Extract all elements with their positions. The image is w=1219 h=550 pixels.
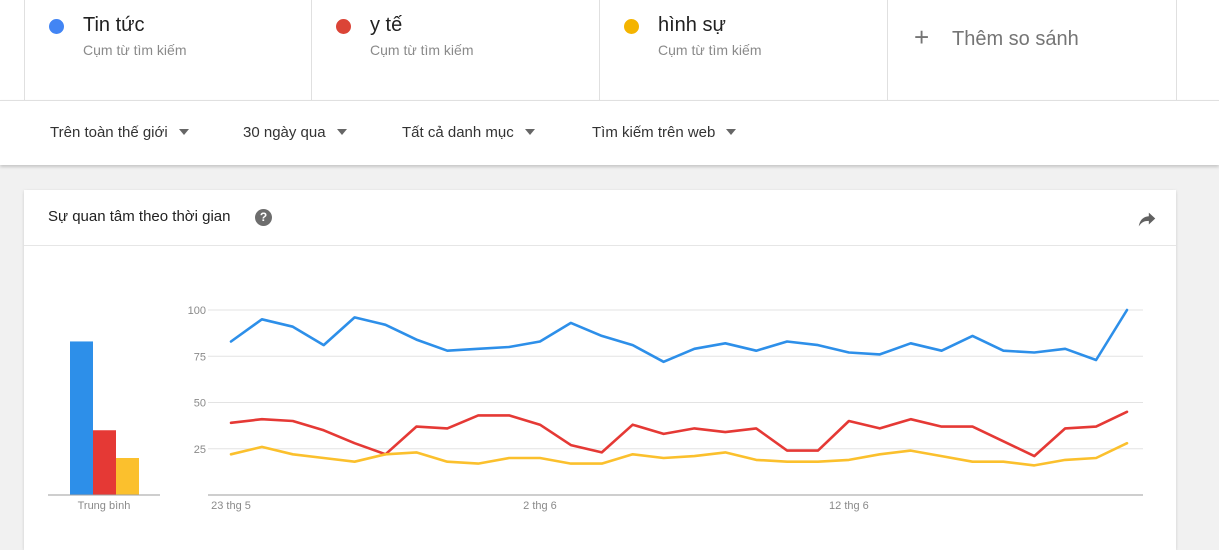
card-title: Sự quan tâm theo thời gian — [48, 208, 231, 225]
chevron-down-icon — [726, 129, 737, 136]
y-tick-label: 50 — [194, 398, 206, 410]
time-range-label: 30 ngày qua — [243, 124, 326, 141]
average-bar — [70, 341, 93, 495]
chevron-down-icon — [336, 129, 347, 136]
term-card-tin-tuc[interactable]: Tin tức Cụm từ tìm kiếm — [24, 0, 312, 100]
share-icon[interactable] — [1136, 208, 1158, 230]
y-tick-label: 75 — [194, 351, 206, 363]
interest-over-time-card: Sự quan tâm theo thời gian ? 25 50 75 100 23… — [24, 190, 1176, 550]
x-tick-label: 2 thg 6 — [523, 500, 557, 512]
plus-icon: + — [914, 22, 930, 52]
time-range-dropdown[interactable]: 30 ngày qua — [243, 124, 347, 141]
add-comparison-button[interactable]: + Thêm so sánh — [887, 0, 1177, 100]
average-bar — [93, 430, 116, 495]
term-color-dot-icon — [49, 19, 64, 34]
term-card-y-te[interactable]: y tế Cụm từ tìm kiếm — [311, 0, 600, 100]
term-type: Cụm từ tìm kiếm — [370, 42, 474, 58]
term-type: Cụm từ tìm kiếm — [83, 42, 187, 58]
region-dropdown[interactable]: Trên toàn thế giới — [50, 124, 189, 141]
term-color-dot-icon — [624, 19, 639, 34]
series-line — [229, 308, 1129, 364]
interest-chart: 25 50 75 100 23 thg 5 2 thg 6 12 thg 6 Trung bì… — [48, 305, 1143, 512]
category-label: Tất cả danh mục — [402, 124, 514, 141]
term-type: Cụm từ tìm kiếm — [658, 42, 762, 58]
filter-bar: Trên toàn thế giới 30 ngày qua Tất cả da… — [0, 100, 1219, 165]
search-terms-bar: Tin tức Cụm từ tìm kiếm y tế Cụm từ tìm … — [0, 0, 1219, 100]
term-name[interactable]: hình sự — [658, 14, 726, 36]
search-type-dropdown[interactable]: Tìm kiếm trên web — [592, 124, 737, 141]
region-label: Trên toàn thế giới — [50, 124, 168, 141]
card-header: Sự quan tâm theo thời gian ? — [24, 190, 1176, 246]
term-name[interactable]: Tin tức — [83, 14, 145, 36]
question-icon[interactable]: ? — [255, 209, 272, 226]
x-tick-label: 12 thg 6 — [829, 500, 869, 512]
chevron-down-icon — [178, 129, 189, 136]
y-tick-label: 25 — [194, 444, 206, 456]
average-label: Trung bình — [78, 500, 131, 512]
chevron-down-icon — [524, 129, 535, 136]
term-color-dot-icon — [336, 19, 351, 34]
series-line — [229, 410, 1129, 458]
category-dropdown[interactable]: Tất cả danh mục — [402, 124, 535, 141]
series-line — [229, 441, 1129, 467]
average-bar — [116, 458, 139, 495]
y-tick-label: 100 — [188, 305, 206, 317]
term-name[interactable]: y tế — [370, 14, 403, 36]
term-card-hinh-su[interactable]: hình sự Cụm từ tìm kiếm — [599, 0, 888, 100]
add-comparison-label: Thêm so sánh — [952, 28, 1079, 50]
x-tick-label: 23 thg 5 — [211, 500, 251, 512]
search-type-label: Tìm kiếm trên web — [592, 124, 716, 141]
